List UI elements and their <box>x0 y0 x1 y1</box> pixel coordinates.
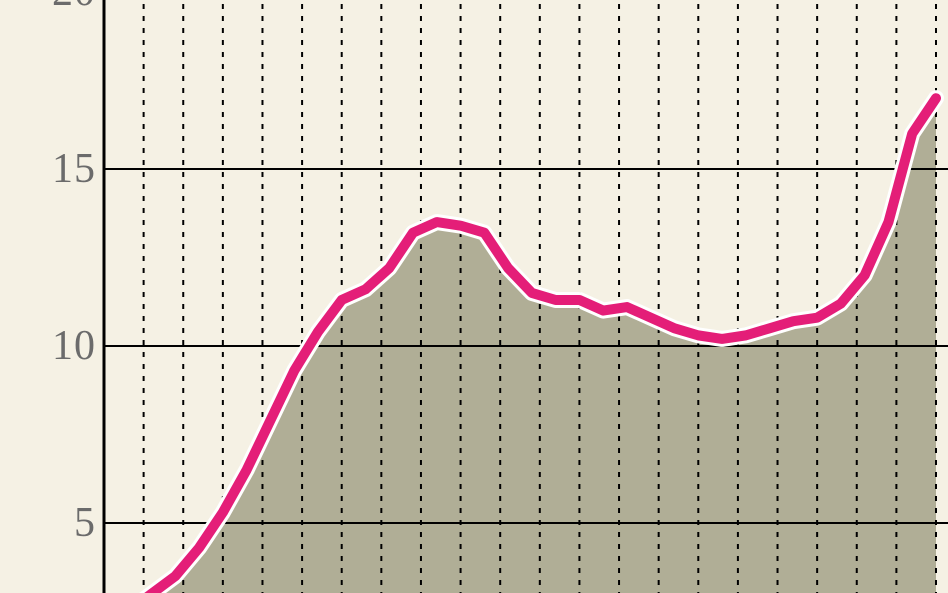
y-tick-label: 10 <box>52 322 96 370</box>
y-tick-label: 5 <box>74 499 96 547</box>
chart-container: 5 10 15 20 <box>0 0 948 593</box>
y-tick-label: 15 <box>52 145 96 193</box>
y-tick-label: 20 <box>52 0 96 16</box>
chart-svg <box>0 0 948 593</box>
